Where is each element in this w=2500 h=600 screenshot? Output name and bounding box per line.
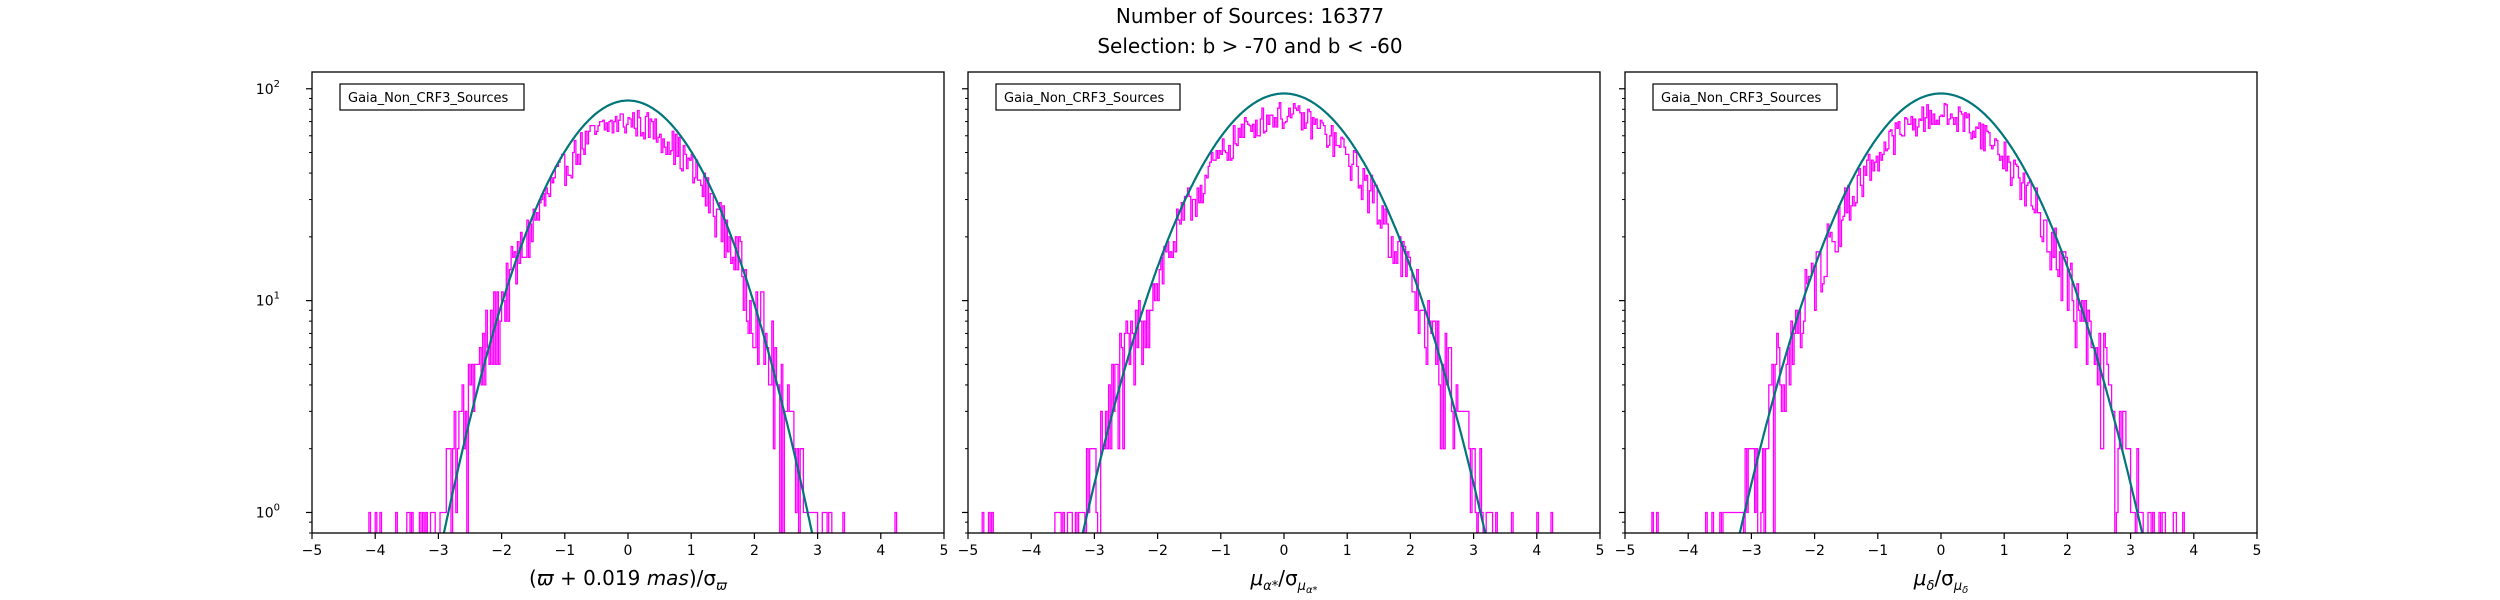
x-tick-label: −2	[1804, 543, 1825, 559]
histogram-series	[1651, 103, 2185, 533]
x-label-mu: μ	[1913, 566, 1927, 590]
y-tick-label: 102	[256, 79, 280, 98]
x-axis-label: (ϖ + 0.019 mas)/σϖ	[529, 566, 728, 594]
x-label-offset: + 0.019	[554, 566, 647, 590]
x-tick-label: −2	[491, 543, 512, 559]
axes-frame	[311, 71, 945, 534]
x-axis-label: μα*/σμα*	[1249, 566, 1317, 596]
x-label-mu: μ	[1249, 566, 1263, 590]
x-tick-label: −1	[554, 543, 575, 559]
legend-label: Gaia_Non_CRF3_Sources	[1661, 91, 1822, 106]
y-tick-exponent: 2	[274, 79, 280, 90]
x-tick-label: −1	[1867, 543, 1888, 559]
x-tick-label: 5	[1596, 543, 1605, 559]
x-tick-label: 5	[940, 543, 949, 559]
legend-box	[1652, 83, 1838, 111]
x-label-open: (	[529, 566, 537, 590]
x-label-sigma: /σ	[1934, 566, 1954, 590]
x-label-subscript: ϖ	[716, 579, 728, 594]
x-tick-label: 3	[2126, 543, 2135, 559]
panel-3: −5 −4 −3 −2 −1 0 1 2 3 4 5Gaia_Non_CRF3_Sourcesμδ/…	[1615, 71, 2262, 596]
x-tick-label: −2	[1147, 543, 1168, 559]
x-label-parallax: ϖ	[537, 566, 555, 590]
x-tick-label: 4	[1532, 543, 1541, 559]
x-tick-label: 0	[1280, 543, 1289, 559]
x-tick-label: −5	[958, 543, 979, 559]
x-tick-label: 1	[687, 543, 696, 559]
x-label-subscript: δ	[1926, 579, 1934, 594]
x-tick-label: −4	[1678, 543, 1699, 559]
x-tick-label: 0	[624, 543, 633, 559]
panel-1: −5 −4 −3 −2 −1 0 1 2 3 4 5100101102Gaia_Non_CRF3_S…	[256, 71, 949, 594]
x-tick-label: 5	[2253, 543, 2262, 559]
x-label-sub-mu: μ	[1297, 579, 1306, 594]
x-tick-label: −3	[428, 543, 449, 559]
x-tick-label: −4	[1021, 543, 1042, 559]
panel-2: −5 −4 −3 −2 −1 0 1 2 3 4 5Gaia_Non_CRF3_Sourcesμα*…	[958, 71, 1605, 596]
x-tick-label: −4	[365, 543, 386, 559]
legend-label: Gaia_Non_CRF3_Sources	[348, 91, 509, 106]
figure-title-line1: Number of Sources: 16377	[1115, 4, 1385, 28]
x-tick-label: 4	[2189, 543, 2198, 559]
gaussian-fit-curve	[1738, 92, 2144, 533]
x-tick-label: 2	[1406, 543, 1415, 559]
x-tick-label: 0	[1937, 543, 1946, 559]
x-tick-label: −3	[1084, 543, 1105, 559]
histogram-series	[981, 102, 1554, 533]
x-axis-label: μδ/σμδ	[1913, 566, 1969, 596]
x-tick-label: 1	[2000, 543, 2009, 559]
x-tick-label: −5	[302, 543, 323, 559]
x-tick-label: 3	[813, 543, 822, 559]
y-tick-exponent: 0	[274, 502, 280, 513]
x-tick-label: −1	[1210, 543, 1231, 559]
axes-frame	[1624, 71, 2258, 534]
legend-box	[995, 83, 1181, 111]
axes-frame	[967, 71, 1601, 534]
x-tick-label: −3	[1741, 543, 1762, 559]
x-label-sub-sub: α*	[1306, 585, 1318, 596]
y-tick-label: 101	[256, 291, 280, 310]
histogram-series	[368, 109, 898, 533]
x-tick-label: 2	[2063, 543, 2072, 559]
legend-label: Gaia_Non_CRF3_Sources	[1004, 91, 1165, 106]
x-label-sigma: /σ	[1278, 566, 1298, 590]
x-tick-label: 2	[750, 543, 759, 559]
x-label-sigma: )/σ	[689, 566, 717, 590]
x-tick-label: 3	[1469, 543, 1478, 559]
gaussian-fit-curve	[442, 99, 814, 533]
y-tick-label: 100	[256, 502, 280, 521]
x-tick-label: 4	[876, 543, 885, 559]
x-label-subscript: α*	[1263, 579, 1279, 594]
figure-title-line2: Selection: b > -70 and b < -60	[1097, 34, 1403, 58]
y-tick-exponent: 1	[274, 291, 280, 302]
legend-box	[339, 83, 525, 111]
x-tick-label: 1	[1343, 543, 1352, 559]
x-label-unit: mas	[647, 566, 689, 590]
x-label-sub-sub: δ	[1962, 585, 1968, 596]
x-label-sub-mu: μ	[1953, 579, 1962, 594]
x-tick-label: −5	[1615, 543, 1636, 559]
gaussian-fit-curve	[1081, 92, 1487, 533]
